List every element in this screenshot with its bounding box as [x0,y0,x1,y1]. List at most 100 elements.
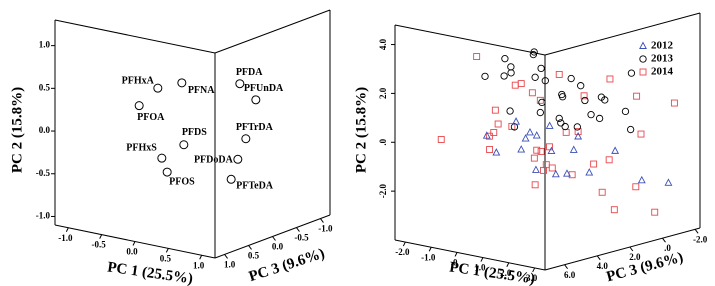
x-tick-label: -0.5 [92,240,107,250]
point [574,132,583,140]
x-tick [428,247,432,252]
legend-label: 2012 [651,40,674,52]
legend-label: 2013 [651,53,674,65]
y-tick-label: 2.0 [378,87,388,99]
point [546,143,553,151]
z-tick-label: 4.0 [597,261,609,271]
point [226,174,236,184]
x-tick-label: -2.0 [395,247,410,257]
z-tick-label: -0.5 [294,233,309,243]
x-tick-label: 3.0 [526,273,538,283]
point [494,120,502,128]
point [580,92,588,100]
point [251,95,261,105]
point [541,77,549,85]
point [548,164,556,172]
point [235,79,245,89]
point [611,146,620,154]
point [555,70,563,78]
point [530,154,538,162]
box-edge [394,24,546,56]
legend-marker [639,55,647,63]
y-tick-label: -2.0 [378,184,388,199]
point [573,123,581,131]
legend-marker [639,68,647,76]
x-tick [165,248,169,253]
x-tick-label: 1.0 [474,263,486,273]
point [500,72,508,80]
z-tick [320,218,324,223]
point [664,178,673,186]
point [567,74,575,83]
x-tick [199,255,203,260]
point [491,106,499,114]
x-tick [402,241,406,247]
z-tick-label: 0.5 [248,251,260,261]
point [563,169,571,177]
z-tick [224,254,228,259]
point [233,154,243,164]
point [481,72,489,80]
x-tick-label: 1.0 [193,260,205,270]
point [540,166,547,174]
point-label: PFUnDA [244,83,284,94]
y-tick-label: 1.0 [39,40,51,50]
point-label: PFHxA [122,75,155,86]
point [531,181,539,189]
y-axis-title: PC 2 (15.8%) [353,87,369,173]
point [562,128,570,136]
point [533,146,541,154]
point [537,147,545,155]
x-tick [99,234,103,239]
point [610,206,618,214]
point [482,131,491,139]
point [473,53,481,60]
point [507,69,515,77]
z-tick [596,255,601,261]
x-tick-label: 0.5 [160,253,172,263]
box-edge [214,9,331,54]
point [490,129,498,136]
point [536,108,544,117]
point [581,96,589,105]
point [595,114,604,123]
point [512,117,520,125]
x-axis-title: PC 1 (25.5%) [448,260,536,286]
point [637,130,645,138]
x-tick-label: -1.0 [58,233,73,243]
point [542,161,550,169]
point-label: PFDoDA [194,155,234,166]
z-tick [272,236,276,241]
z-tick [248,245,252,250]
point [501,55,509,63]
x-tick [132,241,136,246]
point-label: PFOS [169,176,195,187]
y-tick-label: 4.0 [378,38,388,50]
point [517,80,525,88]
z-tick-label: 0.0 [272,242,284,252]
point [507,63,515,71]
z-tick [629,246,634,252]
point [569,145,578,153]
point-label: PFTeDA [236,181,274,192]
point [606,75,614,83]
y-tick-label: .0 [378,138,388,145]
point [179,140,189,150]
point [551,169,560,178]
point [605,156,613,164]
point [506,107,514,115]
x-tick [480,257,484,262]
point [511,81,519,89]
point [598,188,606,196]
point [528,89,536,97]
z-tick [296,227,300,232]
x-tick-label: -1.0 [421,252,436,262]
point [651,208,659,216]
point [531,73,539,81]
point [526,128,534,136]
point [670,99,678,107]
point [157,153,167,163]
x-axis-title: PC 1 (25.5%) [106,260,194,286]
z-axis-title: PC 3 (9.6%) [605,250,685,286]
point-label: PFDS [182,127,207,138]
